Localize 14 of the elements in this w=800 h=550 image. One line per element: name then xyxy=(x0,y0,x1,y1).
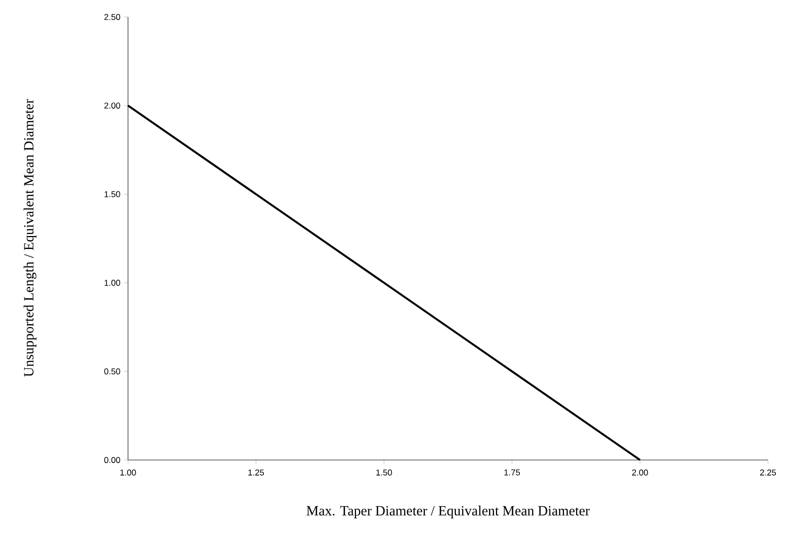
y-tick-label: 1.00 xyxy=(104,280,120,286)
y-axis-title: Unsupported Length / Equivalent Mean Diameter xyxy=(24,99,36,377)
x-tick-label: 1.75 xyxy=(504,470,520,476)
y-tick-label: 0.50 xyxy=(104,368,120,374)
x-tick-label: 1.50 xyxy=(376,470,392,476)
y-tick-label: 2.00 xyxy=(104,102,120,109)
x-tick-label: 2.25 xyxy=(760,470,776,476)
y-tick-label: 0.00 xyxy=(104,456,120,463)
y-tick-label: 1.50 xyxy=(104,191,120,198)
x-tick-label: 1.25 xyxy=(248,470,264,476)
y-tick-label: 2.50 xyxy=(104,14,120,20)
x-tick-label: 1.00 xyxy=(120,470,136,476)
x-axis-title: Max. Taper Diameter / Equivalent Mean Diameter xyxy=(306,506,590,518)
x-tick-label: 2.00 xyxy=(632,470,648,476)
